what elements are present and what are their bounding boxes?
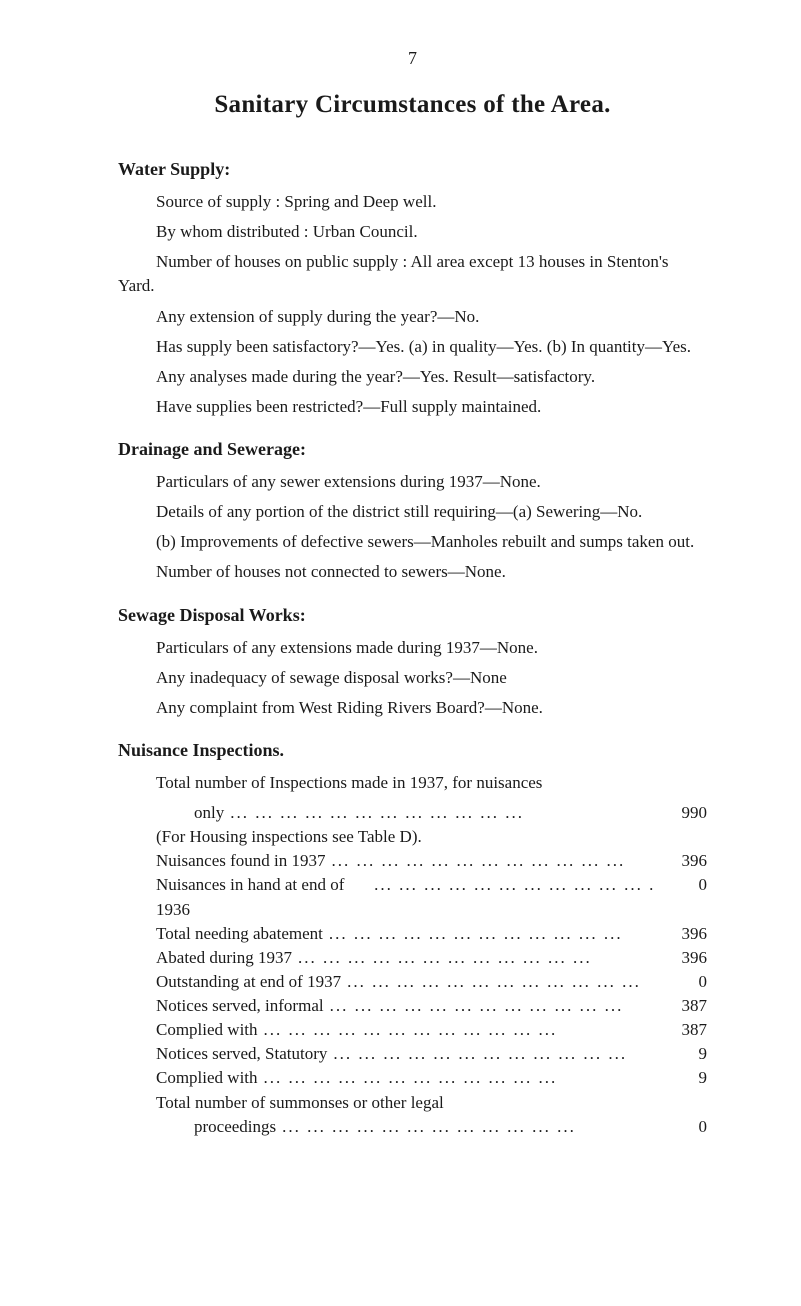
- sewage-p1: Particulars of any extensions made durin…: [118, 636, 707, 660]
- water-supply-p7: Have supplies been restricted?—Full supp…: [118, 395, 707, 419]
- page-number: 7: [118, 48, 707, 69]
- nuisance-item-value: 396: [655, 849, 707, 873]
- nuisance-item-label: Notices served, informal: [118, 994, 324, 1018]
- water-supply-p1: Source of supply : Spring and Deep well.: [118, 190, 707, 214]
- nuisance-item: Total number of summonses or other legal: [118, 1091, 707, 1115]
- sewage-p3: Any complaint from West Riding Rivers Bo…: [118, 696, 707, 720]
- nuisance-intro: Total number of Inspections made in 1937…: [118, 771, 707, 795]
- drainage-p1: Particulars of any sewer extensions duri…: [118, 470, 707, 494]
- page: 7 Sanitary Circumstances of the Area. Wa…: [0, 0, 801, 1199]
- leader-dots: ... ... ... ... ... ... ... ... ... ... …: [323, 922, 655, 946]
- nuisance-item-label: Nuisances in hand at end of 1936: [118, 873, 368, 921]
- nuisance-item: Nuisances found in 1937... ... ... ... .…: [118, 849, 707, 873]
- nuisance-item-value: 990: [655, 801, 707, 825]
- water-supply-p5: Has supply been satisfactory?—Yes. (a) i…: [118, 335, 707, 359]
- nuisance-item-label: Complied with: [118, 1018, 258, 1042]
- nuisance-item-value: 396: [655, 946, 707, 970]
- nuisance-item: Complied with... ... ... ... ... ... ...…: [118, 1066, 707, 1090]
- nuisance-item-value: 9: [655, 1042, 707, 1066]
- leader-dots: ... ... ... ... ... ... ... ... ... ... …: [224, 801, 655, 825]
- nuisance-item-label: Abated during 1937: [118, 946, 292, 970]
- water-supply-p3: Number of houses on public supply : All …: [118, 250, 707, 298]
- nuisance-item: only... ... ... ... ... ... ... ... ... …: [118, 801, 707, 825]
- nuisance-item-label: Total needing abatement: [118, 922, 323, 946]
- nuisance-item-value: 396: [655, 922, 707, 946]
- drainage-p4: Number of houses not connected to sewers…: [118, 560, 707, 584]
- nuisance-item: (For Housing inspections see Table D).: [118, 825, 707, 849]
- water-supply-p4: Any extension of supply during the year?…: [118, 305, 707, 329]
- water-supply-p6: Any analyses made during the year?—Yes. …: [118, 365, 707, 389]
- leader-dots: ... ... ... ... ... ... ... ... ... ... …: [258, 1066, 655, 1090]
- main-title: Sanitary Circumstances of the Area.: [118, 91, 707, 119]
- nuisance-item-label: Notices served, Statutory: [118, 1042, 327, 1066]
- nuisance-item-label: Nuisances found in 1937: [118, 849, 326, 873]
- water-supply-section: Water Supply: Source of supply : Spring …: [118, 159, 707, 419]
- nuisance-item-value: 0: [655, 873, 707, 897]
- nuisance-item-label: Outstanding at end of 1937: [118, 970, 341, 994]
- drainage-p3: (b) Improvements of defective sewers—Man…: [118, 530, 707, 554]
- sewage-heading: Sewage Disposal Works:: [118, 605, 707, 626]
- water-supply-heading: Water Supply:: [118, 159, 707, 180]
- nuisance-item-label: Complied with: [118, 1066, 258, 1090]
- nuisance-item: Complied with... ... ... ... ... ... ...…: [118, 1018, 707, 1042]
- nuisance-item-label: (For Housing inspections see Table D).: [118, 825, 422, 849]
- nuisance-item-label: proceedings: [118, 1115, 276, 1139]
- sewage-p2: Any inadequacy of sewage disposal works?…: [118, 666, 707, 690]
- nuisance-item-label: Total number of summonses or other legal: [118, 1091, 444, 1115]
- nuisance-item: Outstanding at end of 1937... ... ... ..…: [118, 970, 707, 994]
- leader-dots: ... ... ... ... ... ... ... ... ... ... …: [341, 970, 655, 994]
- nuisance-item-value: 0: [655, 970, 707, 994]
- leader-dots: ... ... ... ... ... ... ... ... ... ... …: [324, 994, 655, 1018]
- nuisance-list: only... ... ... ... ... ... ... ... ... …: [118, 801, 707, 1139]
- sewage-section: Sewage Disposal Works: Particulars of an…: [118, 605, 707, 720]
- leader-dots: ... ... ... ... ... ... ... ... ... ... …: [258, 1018, 655, 1042]
- drainage-section: Drainage and Sewerage: Particulars of an…: [118, 439, 707, 585]
- leader-dots: ... ... ... ... ... ... ... ... ... ... …: [327, 1042, 655, 1066]
- nuisance-item: Notices served, Statutory... ... ... ...…: [118, 1042, 707, 1066]
- nuisance-item: proceedings... ... ... ... ... ... ... .…: [118, 1115, 707, 1139]
- nuisance-item-value: 387: [655, 1018, 707, 1042]
- nuisance-item-value: 9: [655, 1066, 707, 1090]
- leader-dots: ... ... ... ... ... ... ... ... ... ... …: [276, 1115, 655, 1139]
- nuisance-item: Nuisances in hand at end of 1936... ... …: [118, 873, 707, 921]
- nuisance-item: Notices served, informal... ... ... ... …: [118, 994, 707, 1018]
- nuisance-item: Abated during 1937... ... ... ... ... ..…: [118, 946, 707, 970]
- drainage-heading: Drainage and Sewerage:: [118, 439, 707, 460]
- drainage-p2: Details of any portion of the district s…: [118, 500, 707, 524]
- leader-dots: ... ... ... ... ... ... ... ... ... ... …: [326, 849, 655, 873]
- nuisance-heading: Nuisance Inspections.: [118, 740, 707, 761]
- nuisance-item-value: 387: [655, 994, 707, 1018]
- water-supply-p2: By whom distributed : Urban Council.: [118, 220, 707, 244]
- leader-dots: ... ... ... ... ... ... ... ... ... ... …: [292, 946, 655, 970]
- nuisance-section: Nuisance Inspections. Total number of In…: [118, 740, 707, 1139]
- nuisance-item: Total needing abatement... ... ... ... .…: [118, 922, 707, 946]
- nuisance-item-value: 0: [655, 1115, 707, 1139]
- leader-dots: ... ... ... ... ... ... ... ... ... ... …: [368, 873, 655, 897]
- nuisance-item-label: only: [118, 801, 224, 825]
